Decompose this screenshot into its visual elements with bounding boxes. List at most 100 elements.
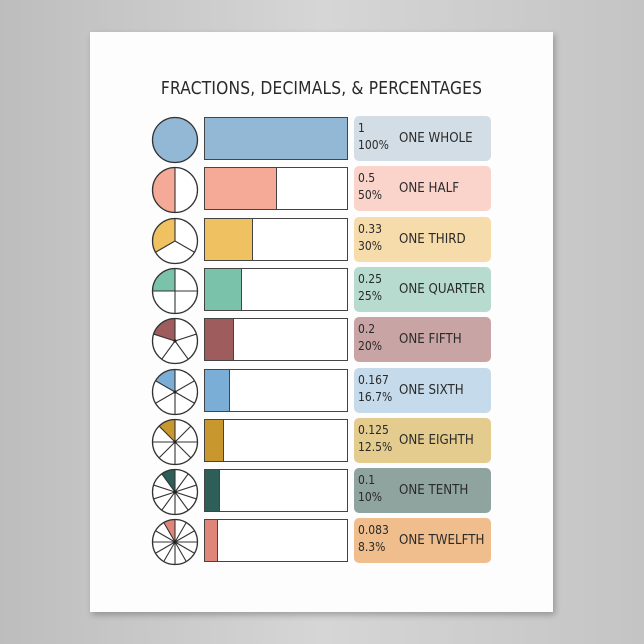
fraction-label: 1 100% ONE WHOLE: [354, 116, 491, 161]
pie-divider: [174, 484, 197, 493]
decimal-value: 0.083: [358, 523, 389, 538]
pie-divider: [155, 379, 176, 392]
fraction-bar-fill: [205, 520, 218, 562]
pie-divider: [174, 542, 187, 563]
fraction-label: 0.083 8.3% ONE TWELFTH: [354, 518, 491, 564]
pie-outline: [151, 368, 199, 415]
fraction-pie: [151, 368, 199, 415]
pie-divider: [174, 541, 195, 555]
pie-outline: [151, 318, 199, 365]
percent-value: 12.5%: [358, 439, 393, 454]
fraction-name: ONE TENTH: [399, 482, 469, 499]
pie-divider: [161, 473, 176, 493]
fraction-bar-fill: [205, 319, 235, 361]
fraction-bar: [204, 217, 348, 261]
pie-divider: [161, 491, 176, 511]
pie-divider: [174, 240, 195, 253]
decimal-value: 0.167: [358, 372, 389, 387]
fraction-name: ONE QUARTER: [399, 280, 486, 297]
fraction-row: 0.2 20% ONE FIFTH: [90, 317, 553, 365]
fraction-bar: [204, 418, 348, 462]
pie-center: [173, 490, 177, 494]
fraction-label: 0.33 30% ONE THIRD: [354, 216, 491, 262]
pie-outline: [151, 519, 199, 566]
pie-outline: [151, 217, 199, 264]
fraction-label: 0.2 20% ONE FIFTH: [354, 317, 491, 363]
fraction-values: 0.2 20%: [358, 321, 382, 355]
fraction-pie: [151, 167, 199, 214]
pie-outline: [151, 418, 199, 465]
percent-value: 30%: [358, 238, 383, 253]
fraction-bar: [204, 318, 348, 362]
pie-divider: [174, 473, 189, 493]
pie-divider: [158, 425, 176, 443]
percent-value: 25%: [358, 288, 383, 303]
decimal-value: 0.25: [358, 271, 383, 286]
fraction-row: 0.083 8.3% ONE TWELFTH: [90, 518, 553, 566]
decimal-value: 0.33: [358, 221, 383, 236]
fraction-bar-fill: [205, 470, 221, 512]
poster-title: FRACTIONS, DECIMALS, & PERCENTAGES: [160, 78, 483, 99]
percent-value: 16.7%: [358, 389, 393, 404]
fraction-row: 0.25 25% ONE QUARTER: [90, 266, 553, 315]
pie-slice: [159, 419, 175, 442]
fraction-name: ONE TWELFTH: [399, 532, 485, 549]
percent-value: 20%: [358, 339, 383, 354]
fraction-bar: [204, 469, 348, 513]
pie-outline: [151, 167, 199, 214]
fraction-name: ONE SIXTH: [399, 381, 464, 398]
fraction-row: 0.5 50% ONE HALF: [90, 166, 553, 214]
pie-divider: [174, 391, 195, 404]
pie-divider: [163, 542, 176, 563]
fraction-name: ONE EIGHTH: [399, 431, 474, 448]
pie-divider: [174, 530, 195, 543]
fraction-bar-fill: [205, 419, 224, 461]
pie-divider: [153, 484, 176, 493]
pie-slice: [152, 268, 175, 291]
poster: FRACTIONS, DECIMALS, & PERCENTAGES 1 100%…: [90, 32, 553, 612]
pie-divider: [155, 541, 176, 555]
fraction-label: 0.1 10% ONE TENTH: [354, 468, 491, 514]
percent-value: 50%: [358, 188, 383, 203]
pie-divider: [163, 522, 176, 543]
pie-outline: [151, 116, 199, 164]
pie-outline: [151, 267, 199, 315]
fraction-bar-fill: [205, 268, 242, 310]
fraction-values: 0.083 8.3%: [358, 522, 389, 556]
fraction-pie: [151, 318, 199, 365]
pie-circle: [152, 117, 198, 163]
decimal-value: 0.1: [358, 473, 376, 488]
pie-divider: [158, 441, 176, 459]
fraction-label: 0.25 25% ONE QUARTER: [354, 266, 491, 312]
pie-divider: [153, 491, 176, 500]
decimal-value: 0.2: [358, 322, 376, 337]
fraction-bar-fill: [205, 218, 254, 260]
fraction-values: 0.25 25%: [358, 271, 382, 305]
pie-divider: [155, 240, 176, 253]
fraction-row: 0.125 12.5% ONE EIGHTH: [90, 417, 553, 465]
pie-center: [173, 389, 177, 394]
fraction-bar: [204, 267, 348, 311]
fraction-bar-fill: [205, 118, 347, 159]
fraction-bar: [204, 519, 348, 563]
fraction-values: 0.167 16.7%: [358, 372, 392, 406]
pie-divider: [174, 379, 195, 392]
pie-divider: [161, 340, 176, 360]
fraction-row: 1 100% ONE WHOLE: [90, 116, 553, 164]
fraction-values: 0.33 30%: [358, 221, 382, 255]
decimal-value: 0.125: [358, 422, 389, 437]
fraction-pie: [151, 468, 199, 516]
fraction-values: 0.5 50%: [358, 170, 382, 204]
percent-value: 100%: [358, 138, 389, 152]
fraction-label: 0.125 12.5% ONE EIGHTH: [354, 417, 491, 463]
pie-divider: [174, 491, 197, 500]
pie-slice: [152, 167, 175, 213]
fraction-pie: [151, 217, 199, 264]
pie-center: [173, 440, 177, 444]
fraction-values: 0.1 10%: [358, 472, 382, 506]
pie-divider: [174, 441, 192, 459]
pie-slice: [161, 469, 175, 493]
fraction-name: ONE FIFTH: [399, 331, 462, 348]
fraction-values: 1 100%: [358, 120, 389, 154]
pie-divider: [174, 522, 187, 543]
